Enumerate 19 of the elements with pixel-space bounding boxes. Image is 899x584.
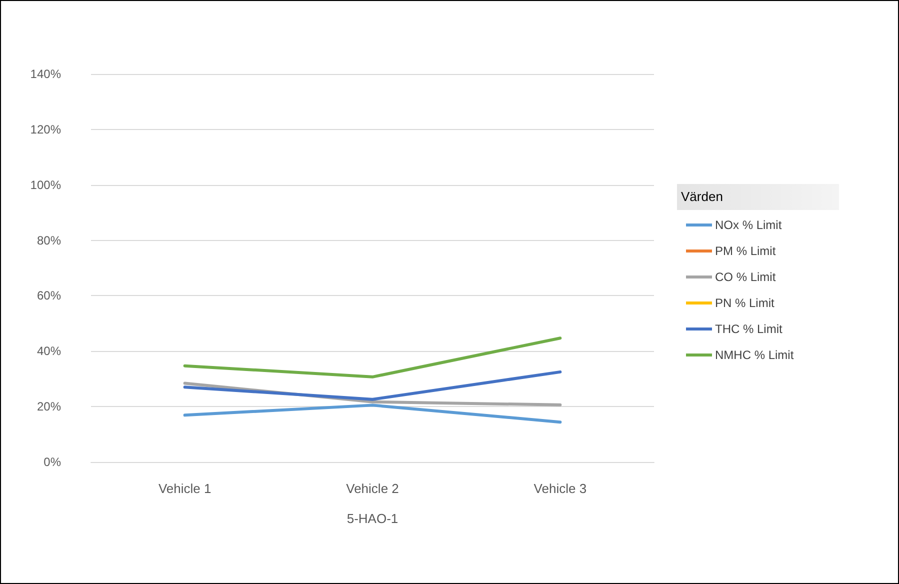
legend-label: THC % Limit <box>715 322 783 336</box>
legend-label: NMHC % Limit <box>715 348 794 362</box>
y-tick-label: 80% <box>36 233 62 248</box>
x-tick-label: Vehicle 2 <box>346 481 399 496</box>
x-axis-title: 5-HAO-1 <box>346 511 398 526</box>
legend-label: NOx % Limit <box>715 218 782 232</box>
y-tick-label: 140% <box>30 67 62 81</box>
y-tick-label: 120% <box>30 122 62 136</box>
legend-title: Värden <box>681 189 723 204</box>
x-tick-label: Vehicle 3 <box>534 481 587 496</box>
legend-label: PM % Limit <box>715 244 776 258</box>
y-tick-label: 100% <box>30 178 62 192</box>
x-tick-label: Vehicle 1 <box>158 481 212 496</box>
y-tick-label: 60% <box>36 288 62 303</box>
y-tick-label: 40% <box>36 344 62 358</box>
legend-label: CO % Limit <box>715 270 776 284</box>
y-tick-label: 0% <box>44 455 62 469</box>
legend-label: PN % Limit <box>715 296 776 310</box>
y-tick-label: 20% <box>36 400 62 414</box>
